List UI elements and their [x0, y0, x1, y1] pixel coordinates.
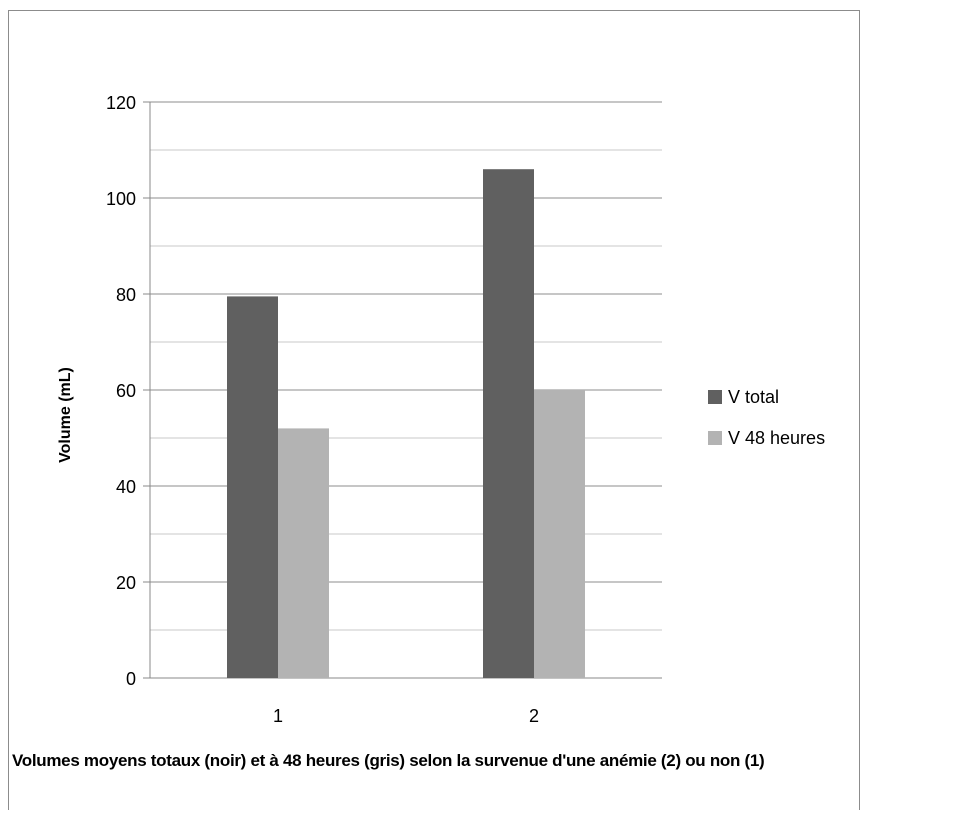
legend-label: V 48 heures [728, 428, 825, 448]
y-tick-label: 20 [116, 573, 136, 593]
y-tick-label: 60 [116, 381, 136, 401]
legend-swatch [708, 431, 722, 445]
chart-frame [8, 10, 860, 810]
legend-swatch [708, 390, 722, 404]
bar-v-48h-cat-1 [278, 428, 329, 678]
x-tick-label: 2 [529, 706, 539, 726]
gridlines [150, 101, 662, 679]
bars [227, 169, 585, 678]
y-tick-labels: 0 20 40 60 80 100 120 [106, 93, 136, 689]
legend: V total V 48 heures [708, 387, 825, 448]
y-tick-label: 120 [106, 93, 136, 113]
figure-caption: Volumes moyens totaux (noir) et à 48 heu… [12, 751, 765, 770]
y-tick-label: 100 [106, 189, 136, 209]
bar-v-total-cat-2 [483, 169, 534, 678]
y-tick-label: 0 [126, 669, 136, 689]
axes [143, 101, 151, 679]
y-tick-label: 80 [116, 285, 136, 305]
bar-v-total-cat-1 [227, 296, 278, 678]
y-axis-label: Volume (mL) [57, 367, 74, 463]
legend-label: V total [728, 387, 779, 407]
bar-v-48h-cat-2 [534, 390, 585, 678]
y-tick-label: 40 [116, 477, 136, 497]
x-tick-label: 1 [273, 706, 283, 726]
